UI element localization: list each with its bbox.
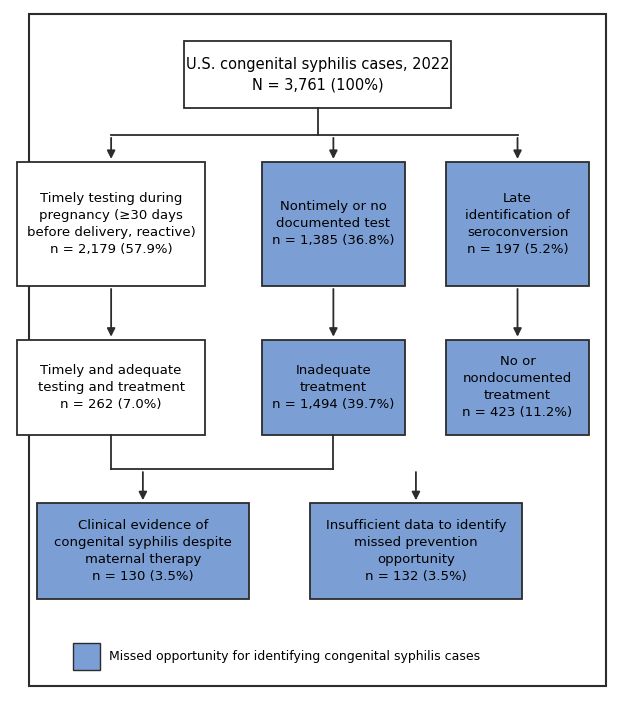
- Text: Missed opportunity for identifying congenital syphilis cases: Missed opportunity for identifying conge…: [109, 650, 480, 663]
- FancyBboxPatch shape: [184, 41, 451, 108]
- FancyBboxPatch shape: [446, 162, 589, 286]
- Text: Inadequate
treatment
n = 1,494 (39.7%): Inadequate treatment n = 1,494 (39.7%): [272, 364, 394, 411]
- FancyBboxPatch shape: [29, 14, 606, 686]
- Text: No or
nondocumented
treatment
n = 423 (11.2%): No or nondocumented treatment n = 423 (1…: [462, 356, 573, 419]
- FancyBboxPatch shape: [262, 162, 405, 286]
- FancyBboxPatch shape: [17, 162, 204, 286]
- FancyBboxPatch shape: [36, 503, 249, 599]
- Text: Nontimely or no
documented test
n = 1,385 (36.8%): Nontimely or no documented test n = 1,38…: [272, 201, 394, 247]
- Text: Clinical evidence of
congenital syphilis despite
maternal therapy
n = 130 (3.5%): Clinical evidence of congenital syphilis…: [54, 519, 232, 583]
- FancyBboxPatch shape: [17, 340, 204, 435]
- Text: U.S. congenital syphilis cases, 2022
N = 3,761 (100%): U.S. congenital syphilis cases, 2022 N =…: [185, 58, 450, 92]
- FancyBboxPatch shape: [446, 340, 589, 435]
- Text: Timely testing during
pregnancy (≥30 days
before delivery, reactive)
n = 2,179 (: Timely testing during pregnancy (≥30 day…: [27, 192, 196, 256]
- Text: Timely and adequate
testing and treatment
n = 262 (7.0%): Timely and adequate testing and treatmen…: [37, 364, 185, 411]
- Text: Late
identification of
seroconversion
n = 197 (5.2%): Late identification of seroconversion n …: [465, 192, 570, 256]
- FancyBboxPatch shape: [73, 643, 100, 670]
- Text: Insufficient data to identify
missed prevention
opportunity
n = 132 (3.5%): Insufficient data to identify missed pre…: [326, 519, 506, 583]
- FancyBboxPatch shape: [310, 503, 522, 599]
- FancyBboxPatch shape: [262, 340, 405, 435]
